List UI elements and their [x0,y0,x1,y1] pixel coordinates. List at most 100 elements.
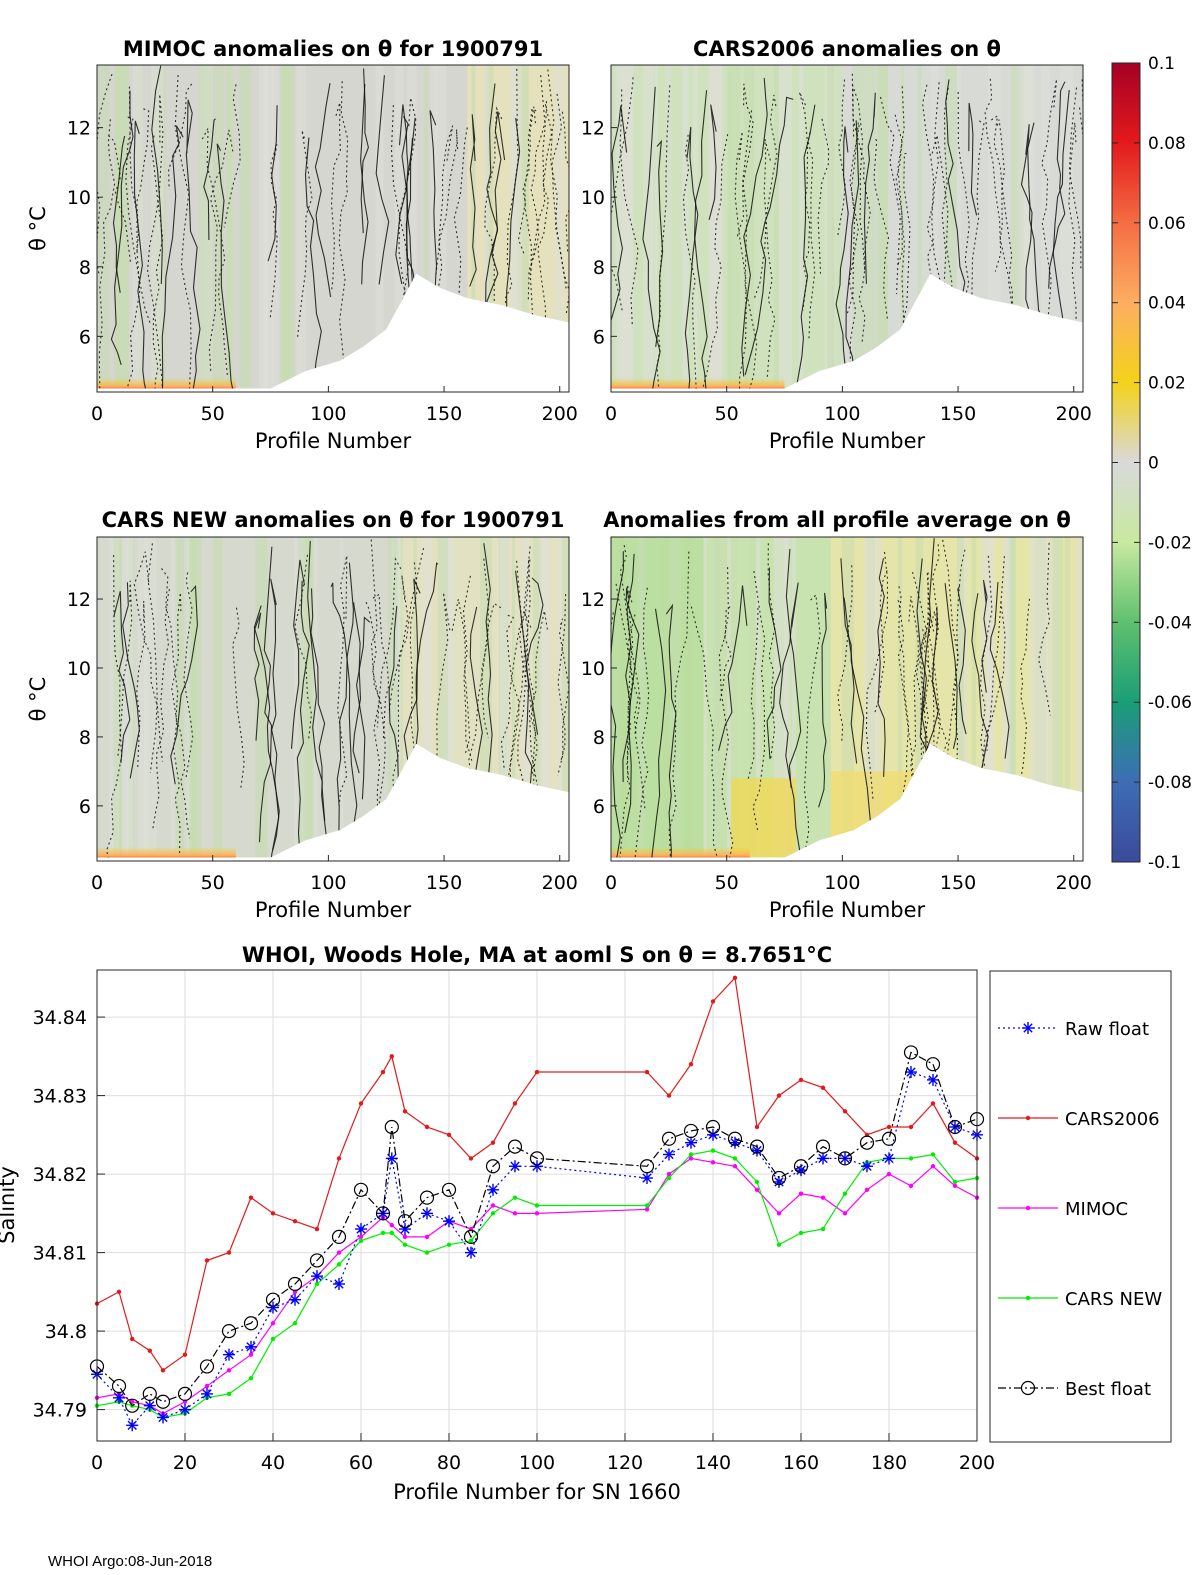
x-tick-label: 150 [426,403,462,425]
data-point [267,1301,279,1314]
x-tick-label: 100 [519,1452,555,1474]
contour-line [1038,542,1051,716]
contour-line [216,143,245,392]
data-point [688,1152,694,1157]
data-point [248,1195,254,1200]
data-point [446,1132,452,1138]
data-point [421,1207,433,1220]
data-point [424,1234,430,1240]
y-axis-label: Salinity [0,1166,19,1244]
data-point [1025,1205,1031,1211]
data-point [666,1093,672,1098]
data-point [443,1215,455,1228]
contour-line [524,106,537,276]
data-point [419,1190,435,1205]
data-point [776,1211,782,1216]
data-point [798,1230,804,1236]
x-tick-label: 50 [715,403,739,425]
contour-line [133,120,155,392]
data-point [226,1368,232,1373]
data-point [355,1223,367,1236]
contour-line [388,575,409,713]
contour-line [375,75,390,285]
contour-line [185,99,201,392]
contour-line [110,90,134,365]
data-point [688,1156,694,1161]
contour-line [253,612,262,741]
data-point [732,975,738,981]
data-point [441,1182,457,1197]
data-point [820,1195,826,1200]
contour-line [708,104,717,220]
data-point [773,1175,785,1188]
contour-line [655,139,664,347]
contour-line [395,104,409,285]
data-point [270,1336,276,1342]
legend-label: MIMOC [1065,1199,1128,1220]
contour-line [112,135,126,293]
contour-line [763,139,776,378]
x-tick-label: 0 [605,403,617,425]
data-point [336,1156,342,1161]
legend-item: CARS NEW [998,1289,1162,1310]
contour-line [681,126,699,392]
contour-line [779,582,802,856]
y-tick-label: 10 [581,187,605,209]
data-point [883,1152,895,1165]
y-tick-label: 34.81 [33,1243,87,1265]
contour-line [170,584,198,785]
x-tick-label: 0 [605,872,617,894]
x-tick-label: 140 [695,1452,731,1474]
data-point [226,1250,232,1255]
contour-line [911,571,931,713]
data-point [130,1336,135,1342]
data-point [776,1093,782,1098]
data-point [666,1175,672,1181]
footer-label: WHOI Argo:08-Jun-2018 [48,1553,213,1570]
data-point [292,1219,298,1224]
contour-line [136,600,146,769]
contour-line [152,589,170,830]
contour-line [741,77,768,377]
contour-line [879,96,901,295]
data-point [837,1151,853,1166]
panel-frame [96,64,570,393]
data-point [952,1140,958,1145]
data-point [265,1292,281,1307]
data-point [380,1230,386,1236]
y-tick-label: 10 [581,658,605,680]
contour-line [629,587,650,861]
contour-line [984,78,1002,272]
data-point [221,1323,237,1339]
contour-line [643,608,667,861]
legend-label: CARS NEW [1065,1289,1162,1310]
legend-item: Raw float [998,1019,1149,1040]
contour-line [744,96,794,375]
data-point [534,1203,540,1208]
x-tick-label: 0 [91,872,103,894]
contour-line [396,97,417,381]
data-point [771,1170,787,1186]
contour-line [151,65,163,285]
data-point [270,1321,276,1326]
legend-label: Best float [1065,1379,1151,1400]
legend-box [989,970,1172,1443]
data-point [817,1152,829,1165]
contour-line [682,134,698,392]
colorbar-tick-label: 0 [1148,454,1159,474]
data-point [111,1378,127,1394]
contour-line [352,602,362,774]
y-tick-label: 10 [67,187,91,209]
contour-line [314,83,332,297]
contour-line [551,93,567,290]
contour-line [611,105,628,352]
data-point [402,1109,408,1114]
panel-frame [610,536,1084,862]
data-point [683,1123,699,1139]
data-point [685,1136,697,1149]
contour-line [618,614,636,861]
contour-line [365,601,381,828]
data-point [116,1289,122,1295]
data-point [226,1391,232,1397]
